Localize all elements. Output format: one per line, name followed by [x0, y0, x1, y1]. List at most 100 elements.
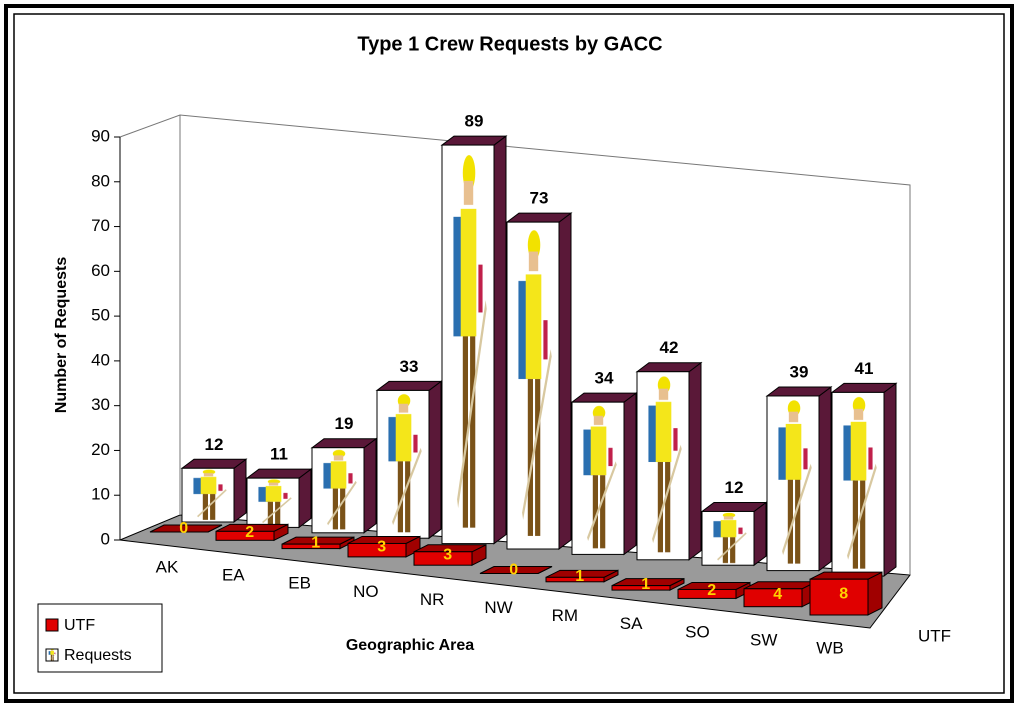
- legend: UTF Requests: [37, 603, 163, 673]
- y-tick-label: 10: [91, 485, 110, 504]
- bar-top: [149, 524, 223, 533]
- value-label: 42: [660, 338, 679, 357]
- value-label: 41: [855, 359, 874, 378]
- value-label: 33: [400, 357, 419, 376]
- x-tick-label: WB: [816, 638, 843, 657]
- y-tick-label: 40: [91, 350, 110, 369]
- bar-top: [809, 571, 883, 580]
- bar: [743, 588, 803, 608]
- value-label: 0: [179, 520, 188, 537]
- x-tick-label: EA: [222, 566, 245, 585]
- bar: [571, 401, 625, 555]
- inner-frame: [13, 13, 1005, 694]
- y-tick-label: 90: [91, 126, 110, 145]
- value-label: 1: [575, 568, 584, 585]
- bar-side: [688, 361, 702, 561]
- bar-top: [570, 392, 638, 403]
- y-tick-label: 50: [91, 306, 110, 325]
- bar-top: [505, 212, 573, 223]
- value-label: 1: [641, 576, 650, 593]
- bar-top: [479, 566, 553, 574]
- legend-swatch: [45, 618, 59, 632]
- bar: [611, 585, 671, 591]
- value-label: 39: [790, 362, 809, 381]
- bar-top: [245, 468, 313, 479]
- bar: [281, 543, 341, 550]
- x-tick-label: SO: [685, 622, 710, 641]
- bar: [809, 578, 869, 616]
- bar-top: [830, 382, 898, 393]
- bar-side: [363, 437, 377, 534]
- x-tick-label: RM: [552, 606, 578, 625]
- bar-side: [753, 501, 767, 567]
- x-tick-label: SW: [750, 630, 777, 649]
- value-label: 12: [725, 478, 744, 497]
- value-label: 11: [270, 445, 288, 464]
- bar: [831, 391, 885, 577]
- bar-side: [883, 382, 897, 577]
- bar: [636, 371, 690, 561]
- back-wall: [119, 114, 911, 575]
- value-label: 3: [443, 547, 452, 564]
- bar-top: [180, 458, 248, 469]
- bar: [376, 389, 430, 539]
- y-tick-label: 70: [91, 216, 110, 235]
- bar-side: [493, 135, 507, 545]
- y-tick-label: 30: [91, 395, 110, 414]
- bar: [413, 551, 473, 566]
- legend-swatch: [45, 648, 59, 662]
- legend-box: [37, 603, 163, 673]
- value-label: 4: [773, 586, 782, 603]
- legend-label: UTF: [64, 617, 95, 634]
- value-label: 12: [205, 435, 224, 454]
- bar: [506, 221, 560, 550]
- bar-top: [310, 438, 378, 449]
- value-label: 34: [595, 369, 614, 388]
- x-axis-title: Geographic Area: [346, 637, 474, 654]
- bar-side: [818, 385, 832, 572]
- value-label: 0: [509, 562, 518, 579]
- y-tick-label: 0: [101, 529, 110, 548]
- value-label: 2: [707, 582, 716, 599]
- depth-label: UTF: [918, 626, 951, 645]
- bar-side: [233, 458, 247, 523]
- y-tick-label: 60: [91, 261, 110, 280]
- y-axis-title: Number of Requests: [53, 257, 70, 414]
- value-label: 73: [530, 189, 549, 208]
- y-tick-label: 20: [91, 440, 110, 459]
- bar: [766, 395, 820, 572]
- x-tick-label: NW: [484, 598, 512, 617]
- bar-side: [298, 468, 312, 529]
- bar-side: [428, 380, 442, 540]
- y-tick-label: 80: [91, 171, 110, 190]
- x-tick-label: EB: [288, 574, 311, 593]
- value-label: 19: [335, 414, 354, 433]
- x-tick-label: NO: [353, 582, 379, 601]
- legend-label: Requests: [64, 647, 132, 664]
- value-label: 89: [465, 112, 484, 131]
- bar: [181, 467, 235, 523]
- bar-side: [558, 212, 572, 550]
- bar: [701, 510, 755, 566]
- bar-top: [375, 380, 443, 391]
- x-tick-label: NR: [420, 590, 445, 609]
- x-tick-label: SA: [620, 614, 643, 633]
- value-label: 1: [311, 535, 320, 552]
- value-label: 3: [377, 538, 386, 555]
- bar: [545, 576, 605, 583]
- bar-side: [623, 392, 637, 556]
- bar-top: [635, 362, 703, 373]
- bar-top: [765, 386, 833, 397]
- bar: [677, 588, 737, 599]
- bar: [441, 144, 495, 545]
- outer-frame: [4, 4, 1014, 703]
- bar-top: [440, 135, 508, 146]
- value-label: 8: [839, 585, 848, 602]
- bar: [347, 542, 407, 558]
- x-tick-label: AK: [156, 557, 179, 576]
- bar: [311, 447, 365, 534]
- bar-top: [700, 501, 768, 512]
- bar: [215, 530, 275, 541]
- value-label: 2: [245, 524, 254, 541]
